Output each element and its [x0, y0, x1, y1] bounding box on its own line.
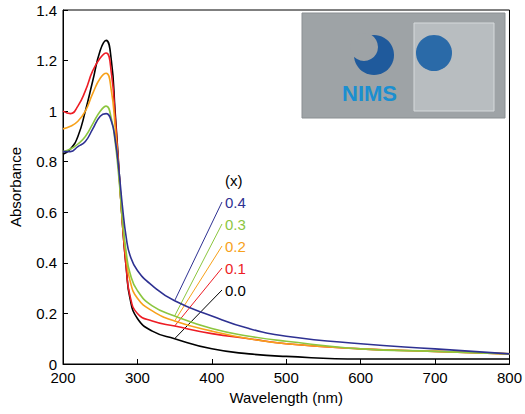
- svg-text:1.4: 1.4: [36, 2, 57, 19]
- svg-text:600: 600: [348, 369, 373, 386]
- svg-text:Wavelength (nm): Wavelength (nm): [229, 389, 343, 406]
- svg-text:200: 200: [50, 369, 75, 386]
- svg-text:(x): (x): [225, 172, 243, 189]
- svg-text:300: 300: [125, 369, 150, 386]
- svg-text:0.3: 0.3: [225, 216, 246, 233]
- svg-text:400: 400: [199, 369, 224, 386]
- svg-text:800: 800: [497, 369, 522, 386]
- svg-text:0.0: 0.0: [225, 282, 246, 299]
- svg-text:1.2: 1.2: [36, 52, 57, 69]
- svg-text:0: 0: [48, 355, 57, 373]
- svg-text:700: 700: [423, 369, 448, 386]
- svg-text:0.4: 0.4: [225, 194, 246, 211]
- svg-text:0.6: 0.6: [36, 204, 57, 221]
- svg-text:0.4: 0.4: [36, 254, 57, 271]
- svg-text:NIMS: NIMS: [342, 81, 397, 106]
- svg-text:500: 500: [274, 369, 299, 386]
- svg-text:1: 1: [49, 103, 57, 120]
- svg-text:0.2: 0.2: [225, 238, 246, 255]
- svg-text:Absorbance: Absorbance: [7, 147, 24, 227]
- svg-text:0.1: 0.1: [225, 260, 246, 277]
- svg-text:0.8: 0.8: [36, 153, 57, 170]
- svg-text:0.2: 0.2: [36, 305, 57, 322]
